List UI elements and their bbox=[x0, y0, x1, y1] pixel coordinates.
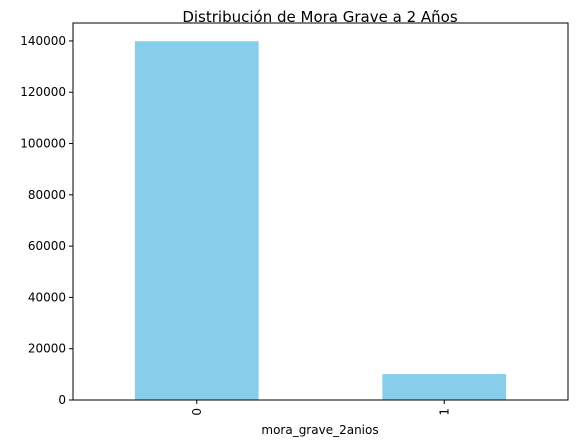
x-axis-label: mora_grave_2anios bbox=[261, 423, 378, 437]
y-tick-label: 140000 bbox=[20, 34, 66, 48]
chart-title: Distribución de Mora Grave a 2 Años bbox=[182, 8, 457, 26]
y-axis: 0 20000 40000 60000 80000 100000 120000 140000 bbox=[20, 34, 73, 407]
x-tick-label: 0 bbox=[190, 408, 204, 416]
bar-1 bbox=[382, 374, 507, 400]
y-tick-label: 20000 bbox=[28, 342, 66, 356]
plot-frame bbox=[72, 22, 569, 401]
y-tick-label: 100000 bbox=[20, 137, 66, 151]
bars-group bbox=[134, 41, 507, 401]
y-tick-label: 0 bbox=[58, 393, 66, 407]
y-tick-label: 80000 bbox=[28, 188, 66, 202]
bar-0 bbox=[134, 41, 259, 401]
x-tick-label: 1 bbox=[437, 408, 451, 416]
y-tick-label: 40000 bbox=[28, 290, 66, 304]
y-tick-label: 60000 bbox=[28, 239, 66, 253]
y-tick-label: 120000 bbox=[20, 85, 66, 99]
